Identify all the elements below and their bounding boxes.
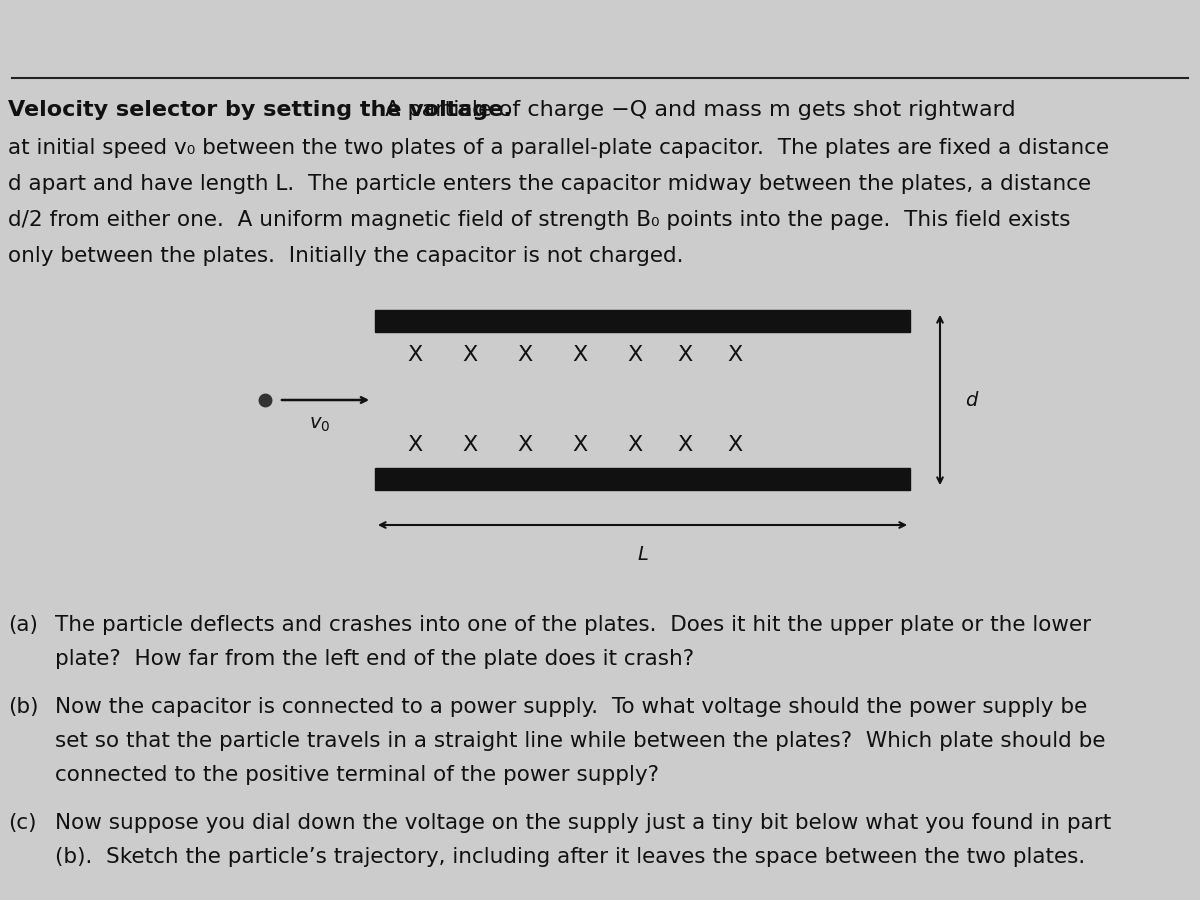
Text: X: X <box>517 435 533 455</box>
Text: d/2 from either one.  A uniform magnetic field of strength B₀ points into the pa: d/2 from either one. A uniform magnetic … <box>8 210 1070 230</box>
Text: d apart and have length L.  The particle enters the capacitor midway between the: d apart and have length L. The particle … <box>8 174 1091 194</box>
Text: X: X <box>462 345 478 365</box>
Text: only between the plates.  Initially the capacitor is not charged.: only between the plates. Initially the c… <box>8 246 684 266</box>
Text: X: X <box>517 345 533 365</box>
Text: X: X <box>727 435 743 455</box>
Text: Velocity selector by setting the voltage.: Velocity selector by setting the voltage… <box>8 100 511 120</box>
Text: X: X <box>628 345 643 365</box>
Text: connected to the positive terminal of the power supply?: connected to the positive terminal of th… <box>55 765 659 785</box>
Bar <box>374 468 910 490</box>
Text: at initial speed v₀ between the two plates of a parallel-plate capacitor.  The p: at initial speed v₀ between the two plat… <box>8 138 1109 158</box>
Text: X: X <box>727 345 743 365</box>
Text: set so that the particle travels in a straight line while between the plates?  W: set so that the particle travels in a st… <box>55 731 1105 751</box>
Text: The particle deflects and crashes into one of the plates.  Does it hit the upper: The particle deflects and crashes into o… <box>55 615 1091 635</box>
Text: X: X <box>462 435 478 455</box>
Text: X: X <box>677 435 692 455</box>
Text: plate?  How far from the left end of the plate does it crash?: plate? How far from the left end of the … <box>55 649 694 669</box>
Text: (b): (b) <box>8 697 38 717</box>
Text: X: X <box>572 345 588 365</box>
Text: (c): (c) <box>8 813 36 833</box>
Text: $v_0$: $v_0$ <box>310 415 331 434</box>
Text: X: X <box>572 435 588 455</box>
Text: (b).  Sketch the particle’s trajectory, including after it leaves the space betw: (b). Sketch the particle’s trajectory, i… <box>55 847 1085 867</box>
Text: Now the capacitor is connected to a power supply.  To what voltage should the po: Now the capacitor is connected to a powe… <box>55 697 1087 717</box>
Text: $L$: $L$ <box>637 545 649 564</box>
Text: $d$: $d$ <box>965 391 979 410</box>
Text: X: X <box>407 345 422 365</box>
Bar <box>374 310 910 332</box>
Text: X: X <box>407 435 422 455</box>
Text: A particle of charge −Q and mass m gets shot rightward: A particle of charge −Q and mass m gets … <box>378 100 1015 120</box>
Text: (a): (a) <box>8 615 38 635</box>
Text: X: X <box>677 345 692 365</box>
Text: X: X <box>628 435 643 455</box>
Text: Now suppose you dial down the voltage on the supply just a tiny bit below what y: Now suppose you dial down the voltage on… <box>55 813 1111 833</box>
